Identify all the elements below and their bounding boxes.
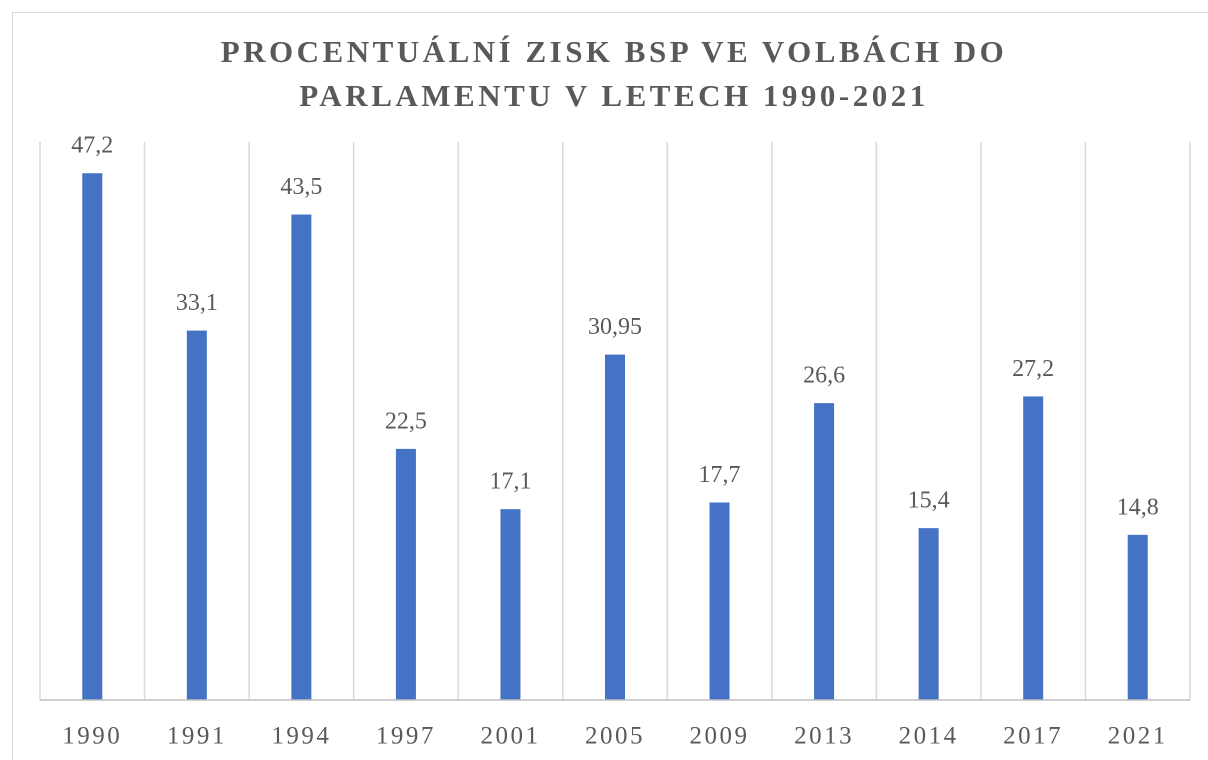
bar <box>291 214 312 701</box>
value-label: 33,1 <box>176 290 218 316</box>
bar <box>82 173 103 701</box>
bar <box>395 448 416 700</box>
value-label: 30,95 <box>588 314 642 340</box>
chart-border <box>12 12 1208 760</box>
value-label: 27,2 <box>1012 356 1054 382</box>
value-label: 17,1 <box>489 469 531 495</box>
value-label: 15,4 <box>908 488 950 514</box>
x-tick-label: 1990 <box>62 723 122 750</box>
value-label: 43,5 <box>280 174 322 200</box>
x-tick-label: 2009 <box>690 723 750 750</box>
x-tick-label: 1994 <box>271 723 331 750</box>
x-tick-label: 2013 <box>794 723 854 750</box>
x-tick-label: 1991 <box>167 723 227 750</box>
bar <box>186 330 207 700</box>
bar <box>1127 534 1148 700</box>
x-tick-label: 1997 <box>376 723 436 750</box>
chart-title: PROCENTUÁLNÍ ZISK BSP VE VOLBÁCH DO PARL… <box>220 34 1008 113</box>
bar <box>709 502 730 700</box>
x-tick-label: 2001 <box>480 723 540 750</box>
bar <box>500 509 521 700</box>
bar <box>814 403 835 700</box>
bar <box>1023 396 1044 700</box>
x-tick-label: 2014 <box>899 723 959 750</box>
value-label: 14,8 <box>1117 494 1159 520</box>
x-tick-label: 2005 <box>585 723 645 750</box>
value-label: 17,7 <box>699 462 741 488</box>
x-tick-label: 2017 <box>1003 723 1063 750</box>
bar <box>605 354 625 700</box>
value-label: 47,2 <box>71 133 113 159</box>
x-tick-label: 2021 <box>1108 723 1168 750</box>
bar <box>918 528 939 700</box>
value-label: 26,6 <box>803 363 845 389</box>
value-label: 22,5 <box>385 408 427 434</box>
